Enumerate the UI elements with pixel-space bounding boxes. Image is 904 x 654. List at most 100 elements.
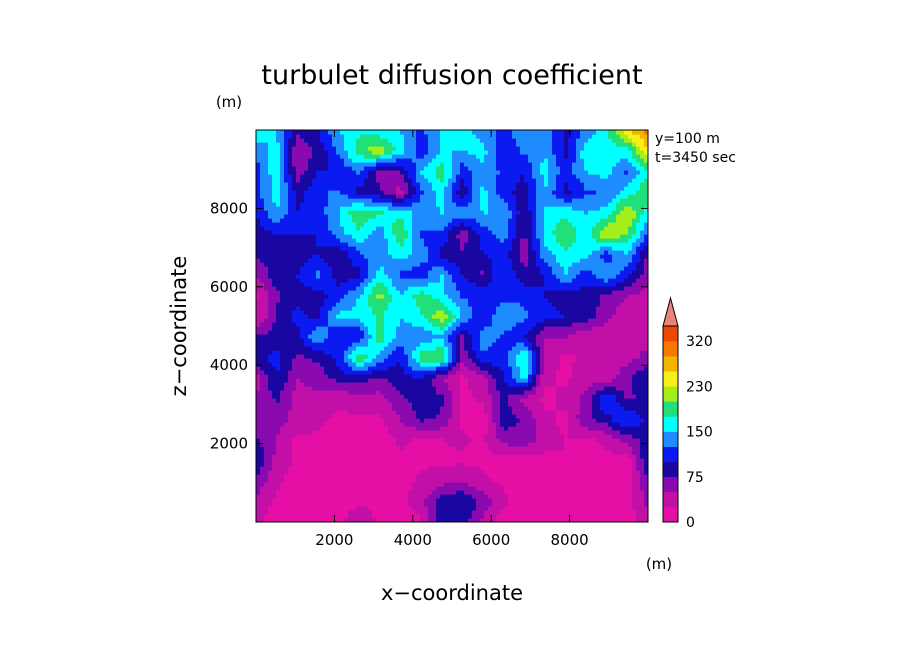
field-cell (572, 478, 577, 483)
field-cell (320, 418, 325, 423)
field-cell (336, 502, 341, 507)
field-cell (360, 414, 365, 419)
field-cell (352, 434, 357, 439)
field-cell (368, 430, 373, 435)
field-cell (544, 426, 549, 431)
field-cell (540, 406, 545, 411)
field-cell (616, 322, 621, 327)
field-cell (264, 350, 269, 355)
field-cell (548, 386, 553, 391)
field-cell (416, 330, 421, 335)
field-cell (560, 434, 565, 439)
field-cell (268, 322, 273, 327)
field-cell (596, 406, 601, 411)
field-cell (332, 378, 337, 383)
field-cell (316, 478, 321, 483)
field-cell (464, 462, 469, 467)
field-cell (284, 482, 289, 487)
field-cell (384, 514, 389, 519)
field-cell (568, 362, 573, 367)
field-cell (456, 474, 461, 479)
field-cell (260, 506, 265, 511)
field-cell (380, 442, 385, 447)
field-cell (640, 434, 645, 439)
field-cell (444, 426, 449, 431)
field-cell (588, 410, 593, 415)
field-cell (368, 518, 373, 522)
field-cell (612, 458, 617, 463)
field-cell (608, 442, 613, 447)
field-cell (328, 398, 333, 403)
field-cell (416, 466, 421, 471)
field-cell (300, 318, 305, 323)
field-cell (392, 362, 397, 367)
field-cell (468, 498, 473, 503)
field-cell (464, 458, 469, 463)
field-cell (304, 402, 309, 407)
field-cell (644, 466, 648, 471)
field-cell (300, 346, 305, 351)
field-cell (284, 338, 289, 343)
field-cell (372, 486, 377, 491)
field-cell (432, 390, 437, 395)
field-cell (256, 390, 261, 395)
field-cell (528, 330, 533, 335)
field-cell (400, 374, 405, 379)
field-cell (560, 462, 565, 467)
field-cell (360, 398, 365, 403)
field-cell (444, 442, 449, 447)
field-cell (568, 478, 573, 483)
field-cell (524, 486, 529, 491)
field-cell (296, 506, 301, 511)
field-cell (536, 326, 541, 331)
field-cell (324, 410, 329, 415)
field-cell (320, 386, 325, 391)
field-cell (528, 518, 533, 522)
field-cell (288, 514, 293, 519)
field-cell (584, 462, 589, 467)
field-cell (588, 498, 593, 503)
field-cell (508, 446, 513, 451)
field-cell (520, 458, 525, 463)
field-cell (272, 326, 277, 331)
field-cell (492, 338, 497, 343)
field-cell (508, 490, 513, 495)
field-cell (316, 438, 321, 443)
field-cell (548, 426, 553, 431)
field-cell (288, 354, 293, 359)
field-cell (616, 350, 621, 355)
field-cell (292, 398, 297, 403)
field-cell (308, 326, 313, 331)
field-cell (428, 434, 433, 439)
field-cell (564, 414, 569, 419)
field-cell (300, 422, 305, 427)
field-cell (476, 490, 481, 495)
field-cell (432, 410, 437, 415)
field-cell (496, 370, 501, 375)
field-cell (464, 406, 469, 411)
field-cell (276, 462, 281, 467)
field-cell (620, 398, 625, 403)
field-cell (584, 506, 589, 511)
field-cell (392, 382, 397, 387)
field-cell (580, 498, 585, 503)
field-cell (444, 494, 449, 499)
field-cell (316, 494, 321, 499)
field-cell (312, 478, 317, 483)
field-cell (504, 394, 509, 399)
field-cell (468, 338, 473, 343)
field-cell (420, 374, 425, 379)
field-cell (292, 346, 297, 351)
field-cell (288, 434, 293, 439)
field-cell (548, 438, 553, 443)
field-cell (528, 490, 533, 495)
field-cell (432, 370, 437, 375)
field-cell (616, 510, 621, 515)
field-cell (412, 518, 417, 522)
field-cell (388, 474, 393, 479)
field-cell (612, 454, 617, 459)
field-cell (412, 346, 417, 351)
field-cell (596, 506, 601, 511)
field-cell (468, 474, 473, 479)
field-cell (344, 346, 349, 351)
